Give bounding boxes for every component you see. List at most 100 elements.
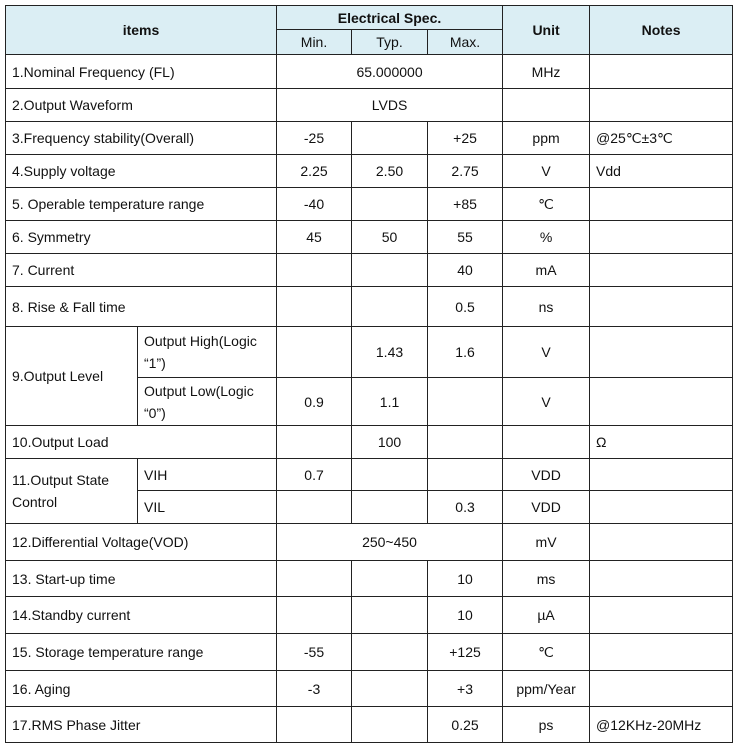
max: 0.5 [427, 286, 504, 327]
typ [351, 596, 429, 634]
item-label: 6. Symmetry [4, 220, 278, 254]
min: -55 [276, 633, 353, 671]
notes: Ω [589, 425, 734, 459]
item-label: 16. Aging [4, 670, 278, 707]
min: -25 [276, 121, 353, 155]
item-label: 5. Operable temperature range [4, 187, 278, 221]
item-label: 8. Rise & Fall time [4, 286, 278, 327]
table-row: 12.Differential Voltage(VOD) 250~450 mV [4, 523, 734, 561]
min [276, 560, 353, 597]
table-row: 6. Symmetry 45 50 55 % [4, 220, 734, 254]
typ [351, 187, 429, 221]
item-label: 7. Current [4, 253, 278, 287]
min [276, 253, 353, 287]
item-label: 11.Output State Control [5, 458, 138, 524]
table-row: Output Low(Logic “0”) 0.9 1.1 V [6, 377, 734, 426]
table-row: 14.Standby current 10 µA [4, 596, 734, 634]
notes [589, 458, 734, 491]
typ [351, 670, 429, 707]
min [276, 425, 353, 459]
max: 2.75 [427, 154, 504, 188]
item-label: 13. Start-up time [4, 560, 278, 597]
electrical-spec-table: items Electrical Spec. Unit Notes Min. T… [4, 5, 734, 743]
notes [589, 670, 734, 707]
max: +125 [427, 633, 504, 671]
table-row: 8. Rise & Fall time 0.5 ns [4, 286, 734, 327]
item-label: 17.RMS Phase Jitter [4, 706, 278, 743]
min: -3 [276, 670, 353, 707]
table-row: 16. Aging -3 +3 ppm/Year [4, 670, 734, 707]
table-row: 7. Current 40 mA [4, 253, 734, 287]
table-row: 11.Output State Control VIH 0.7 VDD [5, 458, 734, 524]
min [276, 706, 353, 743]
typ [351, 706, 429, 743]
header-max: Max. [427, 29, 504, 55]
unit: µA [502, 596, 591, 634]
typ [351, 253, 429, 287]
typ: 1.1 [351, 377, 429, 426]
max [427, 425, 504, 459]
unit: ps [502, 706, 591, 743]
table-row: 2.Output Waveform LVDS [4, 88, 734, 122]
unit: mV [502, 523, 591, 561]
max [427, 377, 504, 426]
item-label: 9.Output Level [5, 326, 138, 426]
notes [589, 596, 734, 634]
min [276, 490, 353, 524]
item-label: 14.Standby current [4, 596, 278, 634]
max: 10 [427, 596, 504, 634]
table-row: 9.Output Level Output High(Logic “1”) 1.… [5, 326, 734, 426]
min [276, 326, 353, 378]
item-label: 1.Nominal Frequency (FL) [4, 54, 278, 89]
notes [589, 523, 734, 561]
header-notes: Notes [589, 5, 734, 55]
sub-item-label: VIH [136, 458, 278, 491]
table-row: 3.Frequency stability(Overall) -25 +25 p… [4, 121, 734, 155]
min: 2.25 [276, 154, 353, 188]
item-label: 3.Frequency stability(Overall) [4, 121, 278, 155]
max: 1.6 [427, 326, 504, 378]
item-label: 15. Storage temperature range [4, 633, 278, 671]
sub-item-label: VIL [136, 490, 278, 524]
sub-item-label: Output High(Logic “1”) [136, 326, 278, 378]
typ: 100 [351, 425, 429, 459]
unit: mA [502, 253, 591, 287]
typ: 1.43 [351, 326, 429, 378]
header-unit: Unit [502, 5, 591, 55]
header-typ: Typ. [351, 29, 429, 55]
unit: VDD [502, 490, 591, 524]
max: 0.25 [427, 706, 504, 743]
notes [589, 54, 734, 89]
unit: ℃ [502, 187, 591, 221]
notes [589, 560, 734, 597]
table-row: 17.RMS Phase Jitter 0.25 ps @12KHz-20MHz [4, 706, 734, 743]
notes [589, 88, 734, 122]
unit: ℃ [502, 633, 591, 671]
sub-item-label: Output Low(Logic “0”) [136, 377, 278, 426]
table-row: 4.Supply voltage 2.25 2.50 2.75 V Vdd [4, 154, 734, 188]
max: 10 [427, 560, 504, 597]
value: LVDS [276, 88, 504, 122]
max [427, 458, 504, 491]
typ: 50 [351, 220, 429, 254]
typ [351, 490, 429, 524]
table-row: VIL 0.3 VDD [6, 490, 734, 524]
unit: ms [502, 560, 591, 597]
max: 55 [427, 220, 504, 254]
min [276, 596, 353, 634]
unit [502, 425, 591, 459]
max: +85 [427, 187, 504, 221]
item-label: 2.Output Waveform [4, 88, 278, 122]
unit: VDD [502, 458, 591, 491]
typ [351, 560, 429, 597]
item-label: 12.Differential Voltage(VOD) [4, 523, 278, 561]
max: 40 [427, 253, 504, 287]
notes [589, 187, 734, 221]
min: 0.9 [276, 377, 353, 426]
table-row: 13. Start-up time 10 ms [4, 560, 734, 597]
header-min: Min. [276, 29, 353, 55]
notes [589, 286, 734, 327]
table-row: 10.Output Load 100 Ω [4, 425, 734, 459]
item-label: 10.Output Load [4, 425, 278, 459]
unit [502, 88, 591, 122]
